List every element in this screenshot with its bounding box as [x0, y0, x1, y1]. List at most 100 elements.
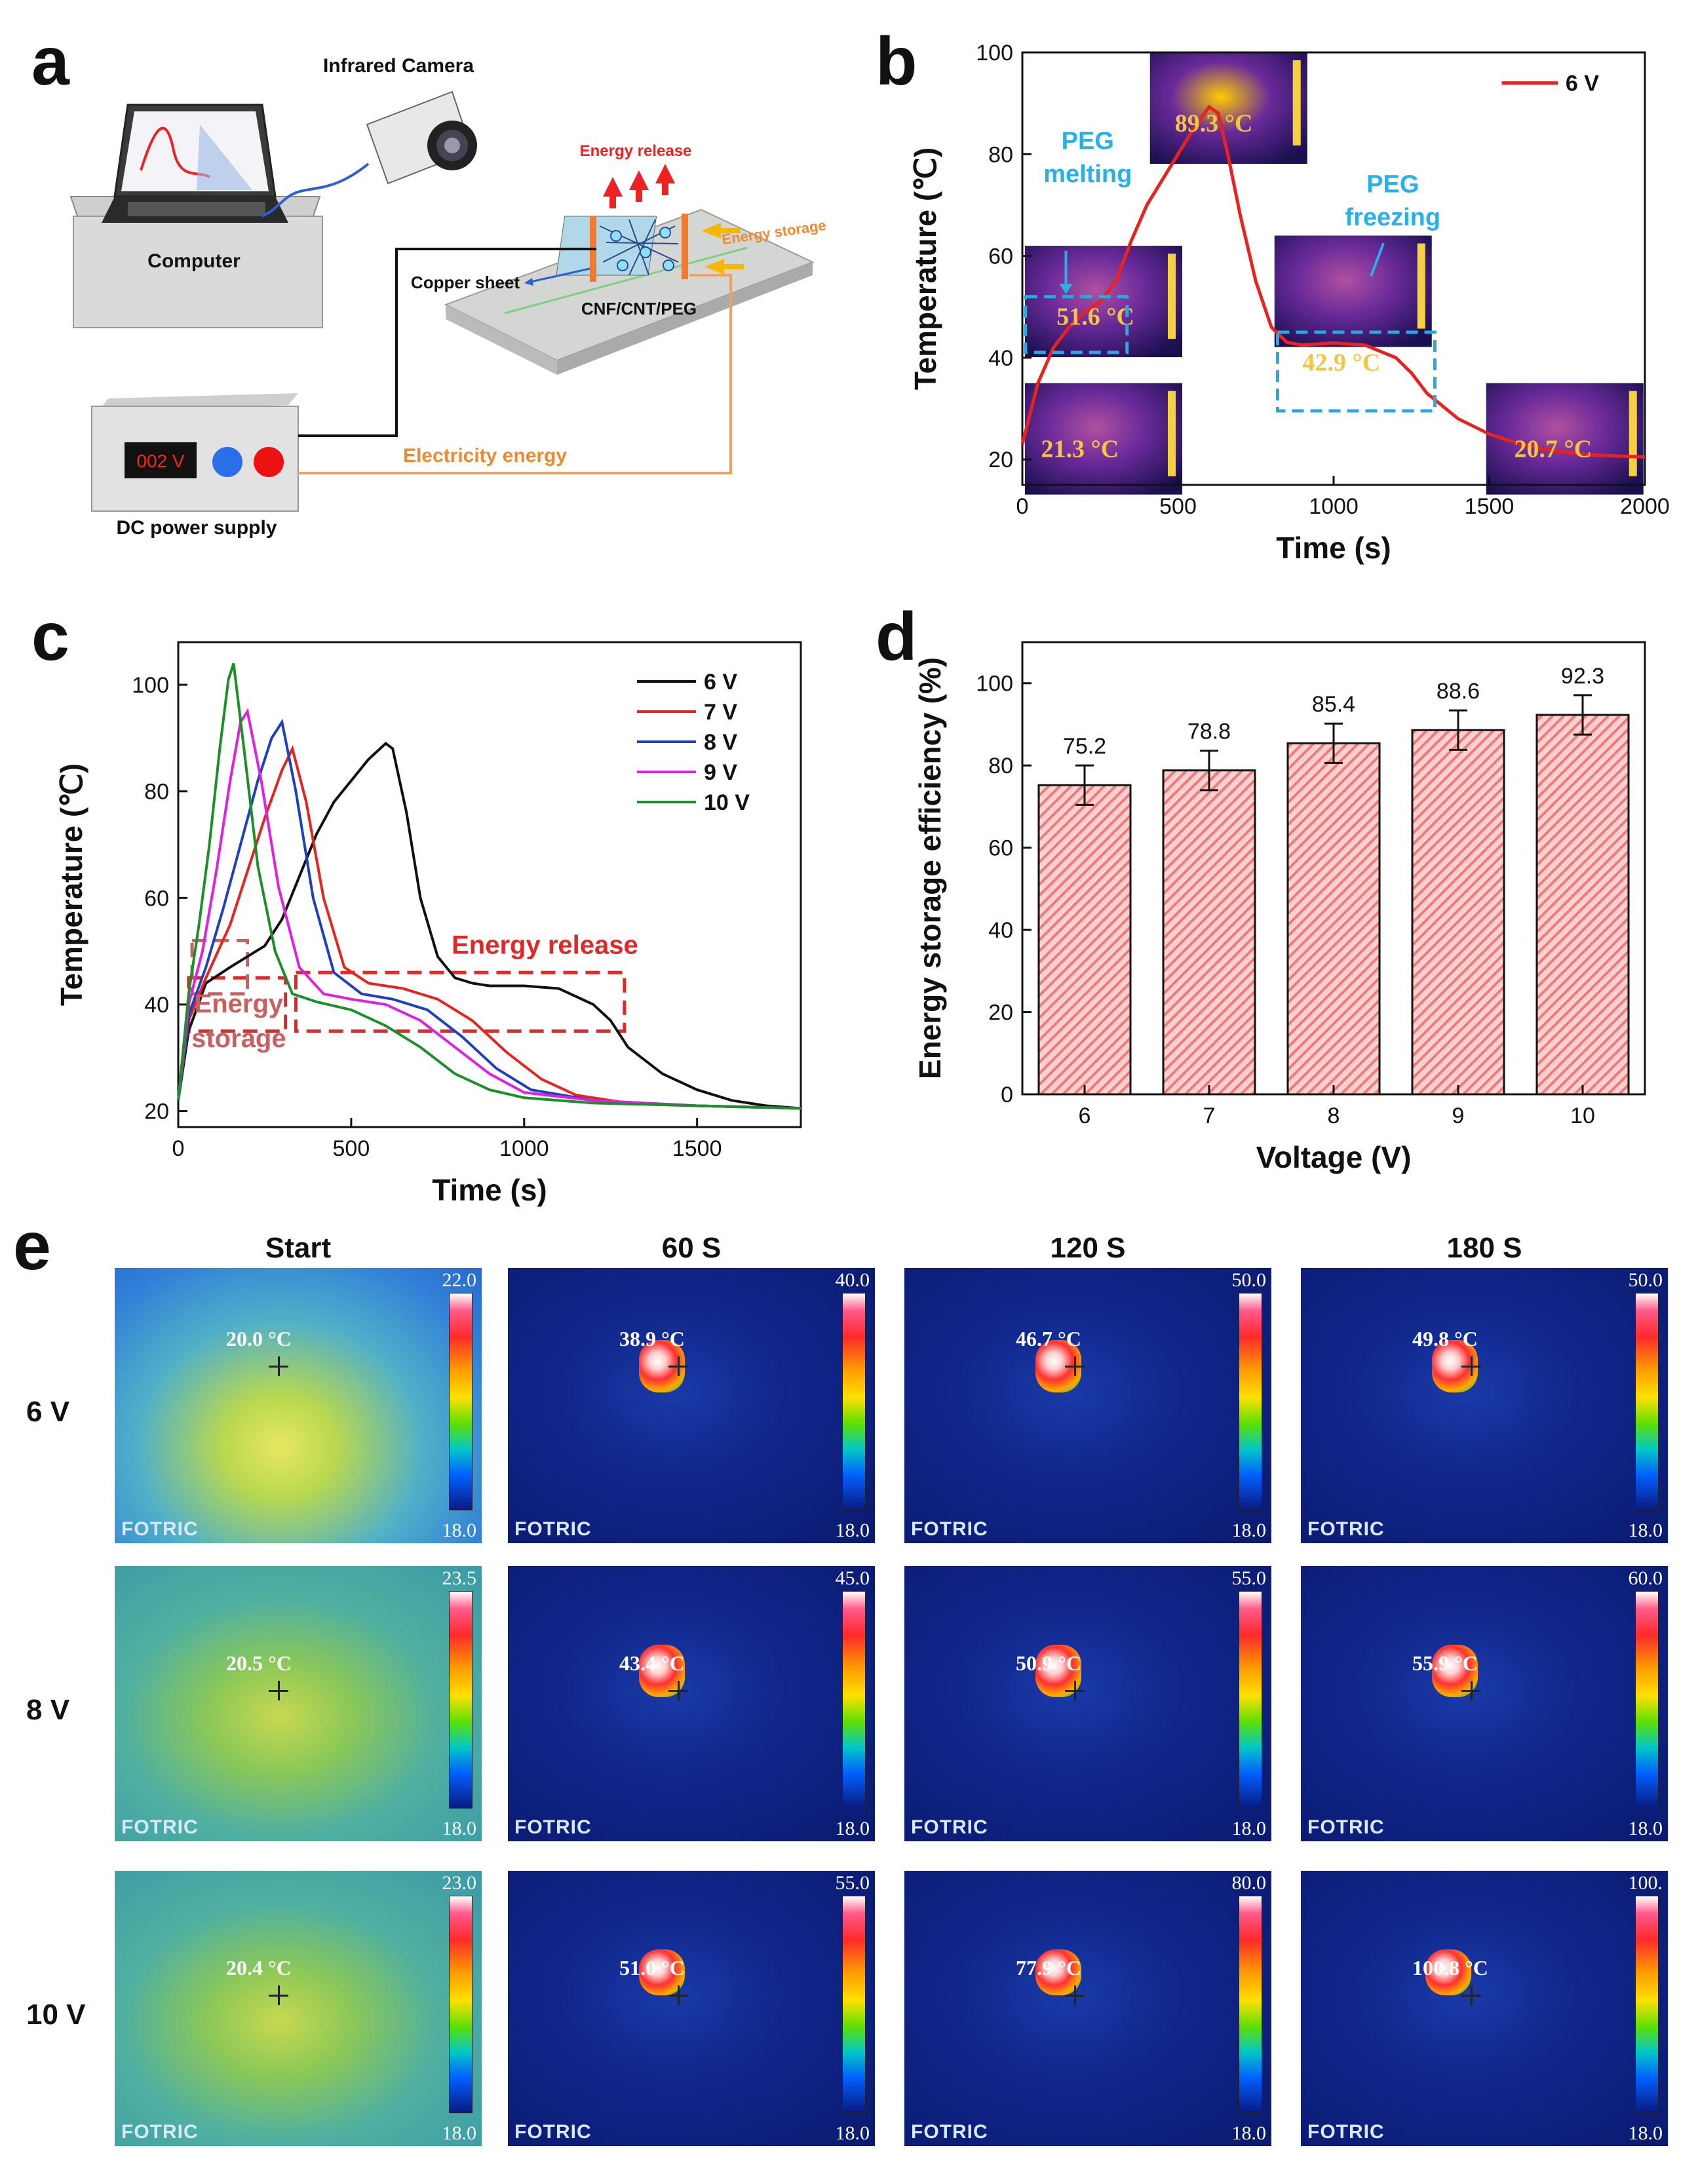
power-display-readout: 002 V — [136, 451, 184, 471]
computer-illustration — [69, 104, 323, 328]
temperature-readout: 46.7 °C — [1016, 1327, 1081, 1351]
orange-wire — [298, 274, 732, 474]
color-scale-min: 18.0 — [835, 1520, 870, 1541]
x-axis-title: Time (s) — [432, 1173, 547, 1207]
freezing-dashed-box — [1276, 330, 1437, 413]
schematic-panel: Computer Infrared Camera Energy release — [69, 55, 827, 539]
hotspot — [1035, 1645, 1081, 1697]
temperature-readout: 38.9 °C — [619, 1327, 685, 1351]
color-scale-min: 18.0 — [1231, 1520, 1267, 1541]
thermal-image-2-3: 50.9 °C 55.0 18.0 FOTRIC — [904, 1566, 1271, 1841]
y-tick-label: 20 — [144, 1100, 169, 1124]
x-tick-label: 8 — [1328, 1103, 1340, 1128]
y-tick-label: 80 — [988, 754, 1013, 778]
energy-storage-annotation-2: storage — [191, 1024, 286, 1053]
measurement-crosshair — [668, 1681, 688, 1700]
series-line-6v — [1020, 104, 1646, 459]
thermal-inset-4 — [1274, 235, 1432, 347]
measurement-crosshair — [269, 1356, 288, 1376]
inset-background — [1274, 235, 1432, 347]
temperature-readout: 43.4 °C — [619, 1651, 685, 1675]
measurement-crosshair — [269, 1985, 288, 2005]
color-scale-min: 18.0 — [835, 2122, 870, 2144]
thermal-image-3-2: 51.0 °C 55.0 18.0 FOTRIC — [508, 1871, 875, 2146]
computer-label: Computer — [147, 250, 241, 272]
x-axis-title: Voltage (V) — [1256, 1140, 1412, 1174]
melting-dashed-box — [1024, 295, 1129, 354]
bar-10v — [1535, 714, 1630, 1096]
temperature-readout: 20.5 °C — [226, 1651, 292, 1675]
hotspot — [639, 1645, 685, 1697]
x-tick-label: 1500 — [672, 1136, 722, 1161]
color-scale-max: 50.0 — [1231, 1269, 1267, 1291]
color-scale-max: 40.0 — [835, 1269, 870, 1291]
color-scale-max: 23.5 — [442, 1567, 477, 1589]
thermal-inset-3 — [1149, 52, 1307, 164]
x-tick-label: 6 — [1079, 1103, 1091, 1128]
color-scale-min: 18.0 — [1231, 2122, 1267, 2144]
color-scale-min: 18.0 — [835, 1818, 870, 1839]
inset-colorbar — [1168, 391, 1176, 476]
x-tick-label: 1000 — [1309, 494, 1359, 519]
color-scale-bar — [1239, 1896, 1262, 2113]
thermal-image-2-4: 55.9 °C 60.0 18.0 FOTRIC — [1301, 1566, 1668, 1841]
bar-value-label: 75.2 — [1063, 734, 1106, 759]
color-scale-bar — [449, 1591, 473, 1809]
color-scale-bar — [1239, 1293, 1262, 1510]
inset-background — [1149, 52, 1307, 164]
energy-release-arrows-icon — [603, 164, 675, 208]
temperature-readout: 77.9 °C — [1016, 1956, 1081, 1980]
bar-8v — [1286, 742, 1381, 1096]
energy-storage-arrows-icon — [701, 223, 744, 275]
inset-background — [1486, 383, 1644, 495]
thermal-inset-1 — [1025, 383, 1182, 495]
color-scale-bar — [449, 1293, 473, 1510]
color-scale-max: 23.0 — [442, 1872, 477, 1894]
legend-label-5: 10 V — [704, 790, 750, 815]
y-tick-label: 80 — [988, 142, 1013, 167]
color-scale-max: 80.0 — [1231, 1872, 1267, 1894]
hotspot — [1432, 1645, 1478, 1697]
x-tick-label: 2000 — [1620, 494, 1670, 519]
peg-freezing-text-1: PEG — [1366, 171, 1419, 199]
y-tick-label: 20 — [988, 1001, 1013, 1025]
bar-6v — [1037, 784, 1132, 1096]
legend-label-1: 6 V — [704, 670, 737, 695]
y-tick-label: 60 — [988, 836, 1013, 861]
color-scale-min: 18.0 — [442, 1520, 477, 1541]
measurement-crosshair — [1065, 1356, 1085, 1376]
temperature-readout: 51.0 °C — [619, 1956, 685, 1980]
thermal-image-3-3: 77.9 °C 80.0 18.0 FOTRIC — [904, 1871, 1271, 2146]
y-tick-label: 60 — [988, 244, 1013, 269]
panel-letter-e: e — [13, 1208, 51, 1284]
measurement-crosshair — [668, 1356, 688, 1376]
bar-value-label: 92.3 — [1561, 664, 1604, 689]
color-scale-max: 100. — [1628, 1872, 1663, 1894]
fotric-logo: FOTRIC — [121, 1816, 199, 1838]
y-tick-label: 40 — [144, 993, 169, 1018]
plot-frame — [177, 641, 802, 1128]
color-scale-bar — [449, 1896, 473, 2113]
measurement-crosshair — [668, 1985, 688, 2005]
peg-melting-text-2: melting — [1043, 161, 1132, 188]
inset-colorbar — [1168, 254, 1176, 339]
color-scale-max: 45.0 — [835, 1567, 870, 1589]
thermal-inset-5 — [1486, 383, 1644, 495]
inset-colorbar — [1417, 243, 1425, 329]
energy-storage-annotation-1: Energy — [195, 989, 284, 1018]
y-tick-label: 100 — [976, 41, 1013, 66]
measurement-crosshair — [1065, 1985, 1085, 2005]
temperature-readout: 100.8 °C — [1412, 1956, 1488, 1980]
freezing-arrow — [1370, 242, 1385, 277]
thermal-image-3-1: 20.4 °C 23.0 18.0 FOTRIC — [115, 1871, 482, 2146]
panel-letter-c: c — [31, 599, 69, 675]
row-title-2: 8 V — [26, 1694, 70, 1726]
hotspot — [1425, 1949, 1471, 1995]
color-scale-bar — [1635, 1293, 1659, 1510]
infrared-camera-label: Infrared Camera — [323, 55, 474, 77]
fotric-logo: FOTRIC — [121, 2121, 199, 2143]
x-tick-label: 7 — [1203, 1103, 1216, 1128]
color-scale-min: 18.0 — [1628, 1818, 1663, 1839]
x-tick-label: 0 — [1016, 494, 1029, 519]
color-scale-min: 18.0 — [1628, 1520, 1663, 1541]
